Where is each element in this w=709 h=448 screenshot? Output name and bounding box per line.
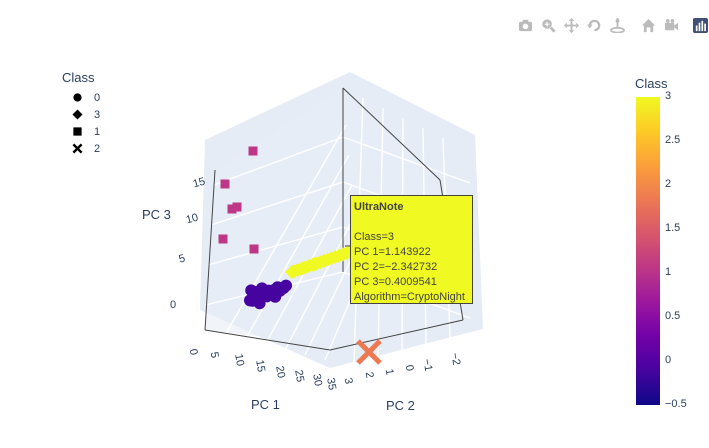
pan-icon[interactable] xyxy=(563,17,580,34)
z-gridline xyxy=(210,181,344,226)
scene-edge xyxy=(342,87,441,181)
colorbar-tick: 3 xyxy=(665,90,672,102)
colorbar-tick: −0.5 xyxy=(665,398,687,410)
data-point-class-0 xyxy=(251,286,264,298)
data-point-class-3 xyxy=(296,261,311,276)
tooltip-line: PC 3=0.4009541 xyxy=(354,276,437,288)
orbit-icon[interactable] xyxy=(586,17,603,34)
tooltip-title: UltraNote xyxy=(354,201,404,213)
x-icon xyxy=(62,143,88,154)
x-tick: 25 xyxy=(292,368,307,384)
x-gridline xyxy=(244,154,350,341)
x-tick: 15 xyxy=(253,358,268,374)
z-tick: 0 xyxy=(170,299,177,311)
colorbar xyxy=(636,97,660,405)
y-axis-title: PC 2 xyxy=(386,398,415,413)
turntable-icon[interactable] xyxy=(609,17,626,34)
plotly-logo-icon[interactable] xyxy=(692,17,709,34)
data-point-class-3 xyxy=(307,257,322,272)
colorbar-tick: 1.5 xyxy=(665,222,681,234)
legend-label: 3 xyxy=(94,108,101,121)
data-point-class-1 xyxy=(220,179,230,189)
colorbar-tick: 1 xyxy=(665,266,672,278)
hover-tooltip: UltraNote Class=3 PC 1=1.143922 PC 2=−2.… xyxy=(350,195,473,304)
colorbar-title: Class xyxy=(635,76,668,91)
x-tick: 30 xyxy=(310,372,325,388)
legend-item-0[interactable]: 0 xyxy=(62,89,100,106)
legend-label: 1 xyxy=(94,125,101,138)
diamond-icon xyxy=(62,109,88,120)
legend-label: 2 xyxy=(94,142,101,155)
z-gridline xyxy=(342,136,471,184)
colorbar-tick: 0 xyxy=(665,354,672,366)
circle-icon xyxy=(62,92,88,103)
tooltip-line: Algorithm=CryptoNight xyxy=(354,291,465,303)
scene-edge xyxy=(204,169,216,331)
z-axis-title: PC 3 xyxy=(142,207,171,222)
data-point-class-2 xyxy=(356,339,382,365)
square-icon xyxy=(62,126,88,137)
tooltip-line: PC 2=−2.342732 xyxy=(354,261,438,273)
colorbar-tick: 2 xyxy=(665,178,672,190)
x-gridline xyxy=(304,244,359,356)
scene-edge xyxy=(329,319,464,351)
legend: Class 0 3 1 2 xyxy=(62,70,100,157)
legend-title: Class xyxy=(62,70,95,85)
data-point-class-0 xyxy=(269,290,282,303)
data-point-class-0 xyxy=(280,279,292,292)
data-point-class-1 xyxy=(248,146,258,156)
reset-camera-icon[interactable] xyxy=(640,17,657,34)
legend-item-2[interactable]: 2 xyxy=(62,140,100,157)
data-point-class-1 xyxy=(249,244,259,254)
tooltip-line: Class=3 xyxy=(354,231,395,243)
x-tick: 10 xyxy=(232,352,247,368)
legend-item-1[interactable]: 1 xyxy=(62,123,100,140)
x-axis-title: PC 1 xyxy=(251,397,280,412)
colorbar-tick: 0.5 xyxy=(665,310,681,322)
tooltip-line: PC 1=1.143922 xyxy=(354,246,431,258)
colorbar-tick: 2.5 xyxy=(665,134,681,146)
y-tick: −1 xyxy=(420,357,435,373)
camera-last-save-icon[interactable] xyxy=(663,17,680,34)
legend-label: 0 xyxy=(94,91,101,104)
x-tick: 35 xyxy=(324,376,339,392)
y-tick: −2 xyxy=(448,351,463,367)
zoom-icon[interactable] xyxy=(540,17,557,34)
data-point-class-1 xyxy=(218,234,228,244)
modebar xyxy=(517,14,709,36)
legend-item-3[interactable]: 3 xyxy=(62,106,100,123)
z-gridline xyxy=(213,136,344,186)
data-point-class-1 xyxy=(227,204,237,214)
data-point-class-3 xyxy=(285,265,299,280)
x-tick: 20 xyxy=(273,364,288,380)
camera-icon[interactable] xyxy=(517,17,534,34)
scene-edge xyxy=(204,329,331,351)
data-point-class-1 xyxy=(232,202,242,212)
